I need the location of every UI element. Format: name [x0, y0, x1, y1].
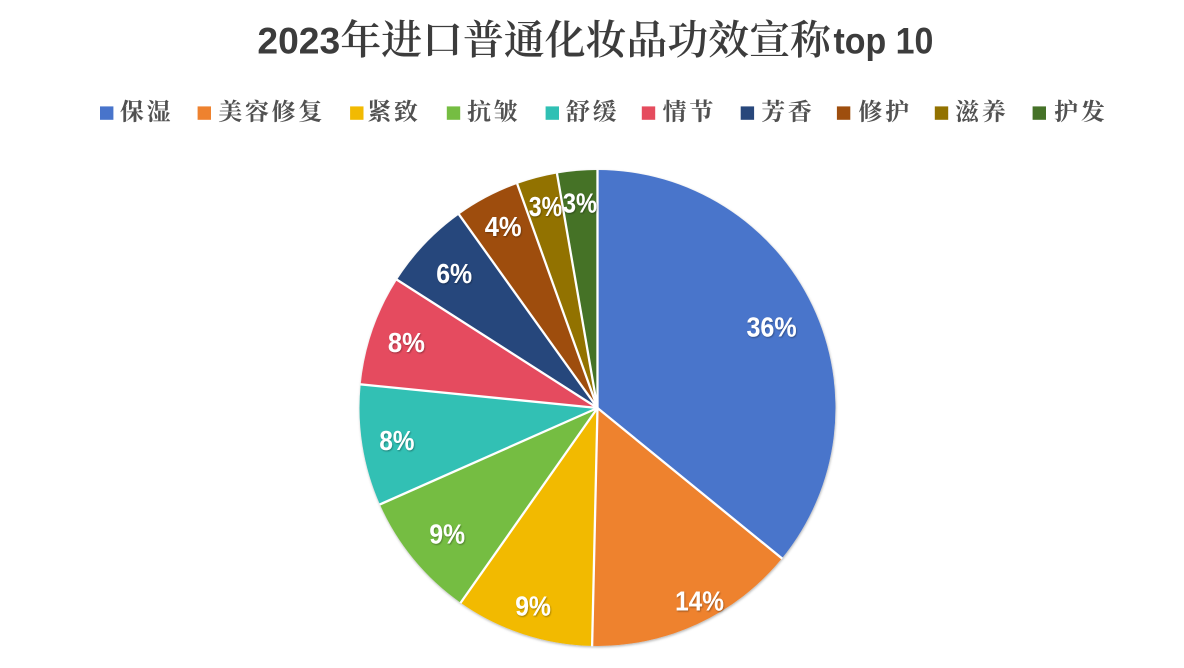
svg-text:8%: 8% — [388, 327, 425, 358]
svg-text:6%: 6% — [436, 258, 472, 289]
svg-text:14%: 14% — [675, 586, 724, 617]
svg-text:2023: 2023 — [257, 20, 340, 61]
svg-text:8%: 8% — [379, 425, 414, 456]
svg-text:3%: 3% — [563, 188, 597, 219]
svg-text:4%: 4% — [485, 211, 522, 242]
svg-text:9%: 9% — [515, 591, 551, 622]
svg-text:36%: 36% — [747, 312, 797, 343]
svg-text:3%: 3% — [529, 191, 562, 222]
svg-text:top 10: top 10 — [834, 20, 934, 61]
svg-text:9%: 9% — [429, 519, 465, 550]
